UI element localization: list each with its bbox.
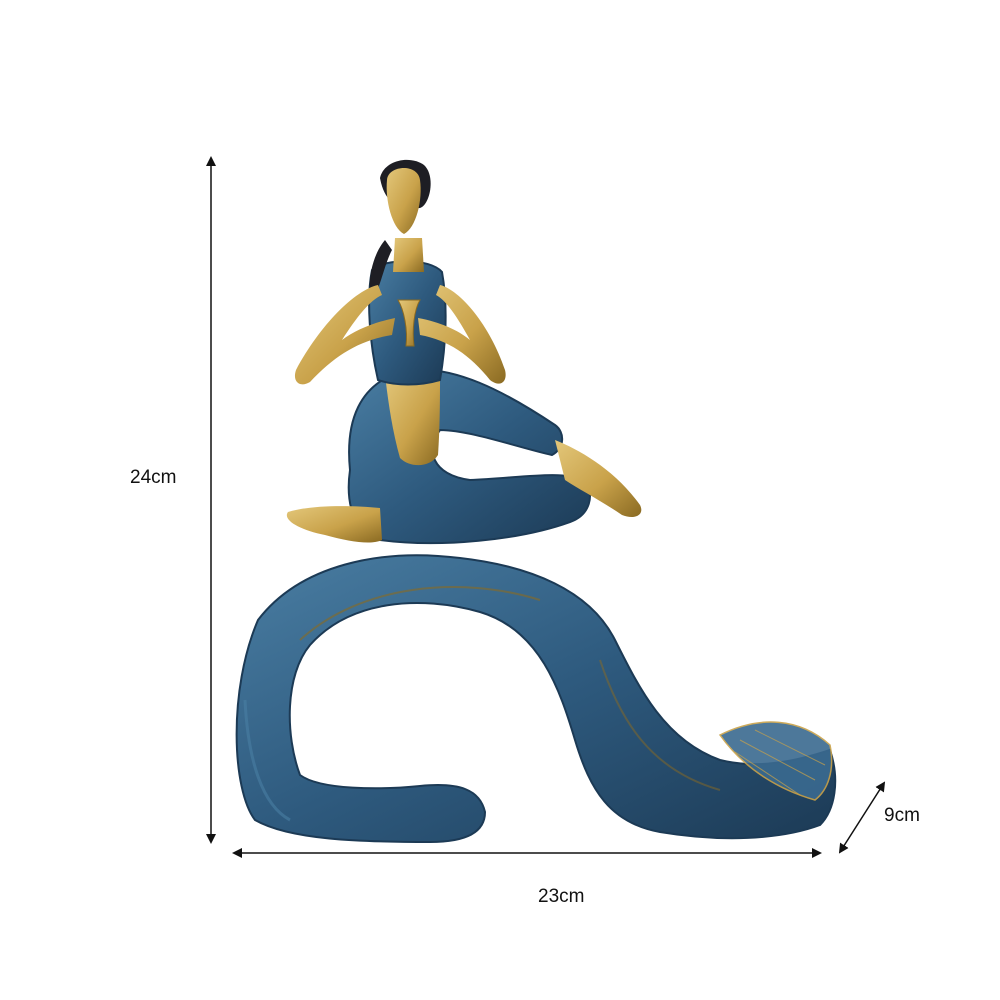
width-label: 23cm xyxy=(538,886,585,907)
height-label: 24cm xyxy=(130,467,177,488)
depth-dimension-line xyxy=(838,781,886,854)
depth-label: 9cm xyxy=(884,805,920,826)
yoga-figure xyxy=(286,159,642,545)
leaf-base xyxy=(235,554,837,844)
